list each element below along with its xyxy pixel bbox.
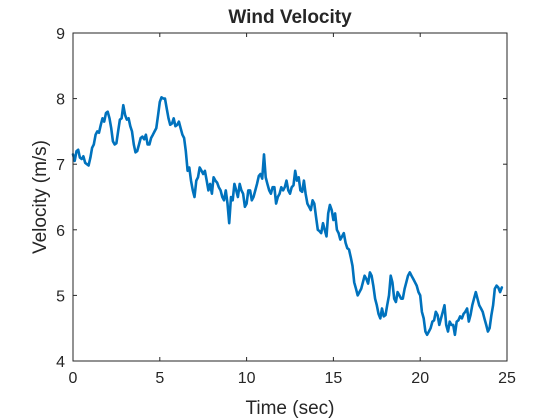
- x-tick-label: 20: [411, 370, 429, 387]
- x-tick-label: 10: [238, 370, 256, 387]
- x-tick-label: 25: [498, 370, 516, 387]
- tick-layer: 0 5 10 15 20 25 4 5 6 7 8 9: [56, 26, 516, 387]
- y-axis-label: Velocity (m/s): [30, 140, 51, 254]
- velocity-series-line: [71, 96, 504, 337]
- plot-area-background: [73, 33, 507, 361]
- series-layer: [71, 96, 504, 337]
- y-tick-label: 7: [56, 157, 65, 174]
- y-tick-label: 6: [56, 223, 65, 240]
- x-tick-label: 0: [69, 370, 78, 387]
- y-tick-label: 8: [56, 92, 65, 109]
- chart-title: Wind Velocity: [228, 7, 352, 28]
- x-tick-label: 5: [155, 370, 164, 387]
- axes-box: [72, 32, 508, 362]
- x-axis-label: Time (sec): [245, 398, 334, 419]
- x-tick-label: 15: [325, 370, 343, 387]
- y-tick-label: 9: [56, 26, 65, 43]
- y-tick-label: 4: [56, 354, 65, 371]
- y-tick-label: 5: [56, 288, 65, 305]
